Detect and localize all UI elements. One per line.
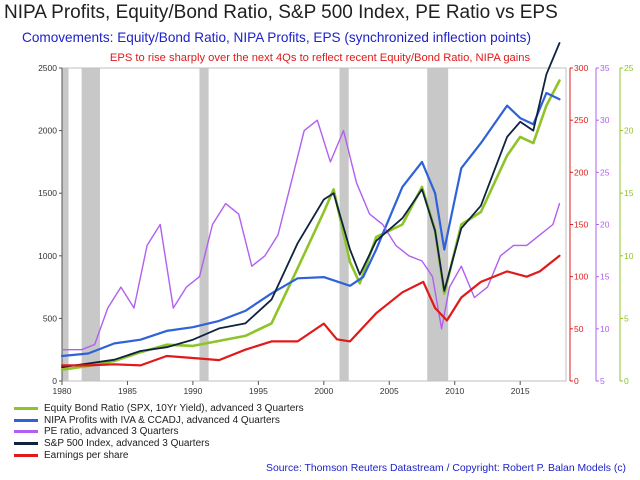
series-line <box>60 91 561 358</box>
legend-item: NIPA Profits with IVA & CCADJ, advanced … <box>14 415 304 427</box>
left-tick-label: 2000 <box>38 126 57 136</box>
x-tick-label: 1990 <box>183 386 202 396</box>
legend-label: Equity Bond Ratio (SPX, 10Yr Yield), adv… <box>44 403 304 415</box>
purple-axis-tick-label: 15 <box>600 272 610 282</box>
x-tick-label: 2005 <box>380 386 399 396</box>
recession-band <box>81 68 100 381</box>
left-tick-label: 1500 <box>38 188 57 198</box>
axes: 1980 1985 1990 1995 2000 2005 2010 201505001000… <box>38 63 634 396</box>
source-credit: Source: Thomson Reuters Datastream / Cop… <box>266 463 626 474</box>
recession-band <box>339 68 349 381</box>
chart-subtitle: Comovements: Equity/Bond Ratio, NIPA Pro… <box>22 30 531 45</box>
plot-frame <box>61 67 567 382</box>
purple-axis-tick-label: 25 <box>600 167 610 177</box>
green-axis-tick-label: 5 <box>624 313 629 323</box>
legend-item: Equity Bond Ratio (SPX, 10Yr Yield), adv… <box>14 403 304 415</box>
series-line <box>60 79 561 372</box>
green-axis-tick-label: 20 <box>624 126 634 136</box>
x-tick-label: 2000 <box>314 386 333 396</box>
purple-axis-tick-label: 5 <box>600 376 605 386</box>
series-line <box>61 119 561 351</box>
green-axis-tick-label: 0 <box>624 376 629 386</box>
recession-band <box>199 68 209 381</box>
legend-label: PE ratio, advanced 3 Quarters <box>44 426 179 438</box>
green-axis-tick-label: 25 <box>624 63 634 73</box>
x-tick-label: 1995 <box>249 386 268 396</box>
left-tick-label: 0 <box>52 376 57 386</box>
red-axis-tick-label: 250 <box>574 115 588 125</box>
purple-axis-tick-label: 10 <box>600 324 610 334</box>
x-tick-label: 1985 <box>118 386 137 396</box>
legend-label: NIPA Profits with IVA & CCADJ, advanced … <box>44 414 280 426</box>
series-lines <box>60 42 561 372</box>
purple-axis-tick-label: 20 <box>600 220 610 230</box>
legend-swatch <box>14 430 38 434</box>
recession-band <box>62 68 69 381</box>
series-line <box>60 254 561 367</box>
legend-item: Earnings per share <box>14 449 304 461</box>
red-axis-tick-label: 50 <box>574 324 584 334</box>
red-axis-tick-label: 100 <box>574 272 588 282</box>
green-axis-tick-label: 10 <box>624 251 634 261</box>
series-line <box>61 42 561 369</box>
red-axis-tick-label: 0 <box>574 376 579 386</box>
green-axis-tick-label: 15 <box>624 188 634 198</box>
recession-band <box>427 68 449 381</box>
x-tick-label: 2010 <box>445 386 464 396</box>
x-tick-label: 1980 <box>53 386 72 396</box>
chart-title: NIPA Profits, Equity/Bond Ratio, S&P 500… <box>4 2 558 23</box>
legend-label: S&P 500 Index, advanced 3 Quarters <box>44 438 210 450</box>
red-axis-tick-label: 200 <box>574 167 588 177</box>
legend-item: PE ratio, advanced 3 Quarters <box>14 426 304 438</box>
purple-axis-tick-label: 35 <box>600 63 610 73</box>
legend-item: S&P 500 Index, advanced 3 Quarters <box>14 438 304 450</box>
legend: Equity Bond Ratio (SPX, 10Yr Yield), adv… <box>14 403 304 461</box>
left-tick-label: 2500 <box>38 63 57 73</box>
legend-label: Earnings per share <box>44 449 129 461</box>
recession-bands <box>62 68 449 381</box>
red-axis-tick-label: 150 <box>574 220 588 230</box>
legend-swatch <box>14 418 38 422</box>
legend-swatch <box>14 442 38 446</box>
left-tick-label: 500 <box>43 313 57 323</box>
red-axis-tick-label: 300 <box>574 63 588 73</box>
chart-annotation: EPS to rise sharply over the next 4Qs to… <box>109 52 531 64</box>
legend-swatch <box>14 453 38 457</box>
x-tick-label: 2015 <box>511 386 530 396</box>
left-tick-label: 1000 <box>38 251 57 261</box>
purple-axis-tick-label: 30 <box>600 115 610 125</box>
legend-swatch <box>14 407 38 411</box>
